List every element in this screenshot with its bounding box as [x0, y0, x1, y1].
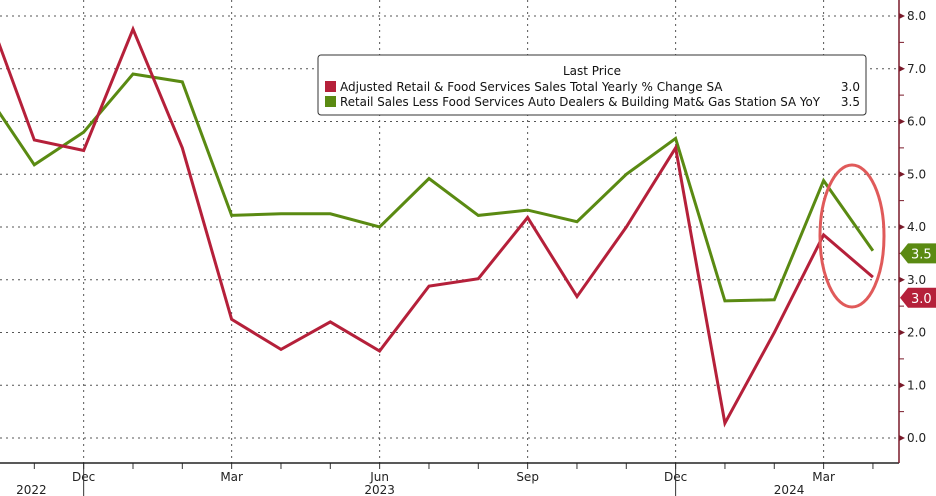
ytick-label: 5.0	[907, 167, 926, 181]
xtick-label: Mar	[220, 470, 243, 484]
ytick-label: 3.0	[907, 273, 926, 287]
ytick-label: 7.0	[907, 62, 926, 76]
ytick-marker	[899, 329, 905, 336]
ytick-marker	[899, 435, 905, 441]
year-label: 2023	[364, 483, 395, 496]
ytick-marker	[899, 118, 905, 125]
xtick-label: Sep	[516, 470, 539, 484]
legend-swatch-green	[325, 96, 336, 107]
ytick-marker	[899, 276, 905, 283]
ytick-label: 8.0	[907, 9, 926, 23]
ytick-marker	[899, 382, 905, 389]
ytick-label: 6.0	[907, 115, 926, 129]
ytick-marker	[899, 65, 905, 72]
legend-label-0: Adjusted Retail & Food Services Sales To…	[340, 80, 723, 94]
last-value-tag-1	[900, 243, 936, 264]
legend: Last Price Adjusted Retail & Food Servic…	[317, 54, 867, 116]
year-label: 2024	[774, 483, 805, 496]
xtick-label: Mar	[812, 470, 835, 484]
ytick-label: 4.0	[907, 220, 926, 234]
grid	[0, 0, 899, 463]
ytick-marker	[899, 13, 905, 19]
legend-box	[317, 54, 867, 116]
ytick-marker	[899, 224, 905, 230]
last-value-text-1: 3.5	[911, 247, 932, 262]
last-value-tag-0	[900, 287, 936, 308]
xtick-label: Jun	[369, 470, 389, 484]
ytick-label: 0.0	[907, 431, 926, 445]
last-value-text-0: 3.0	[911, 292, 932, 307]
ytick-marker	[899, 171, 905, 178]
legend-value-0: 3.0	[841, 80, 860, 94]
highlight-circle	[818, 163, 886, 309]
legend-value-1: 3.5	[841, 95, 860, 109]
ytick-label: 2.0	[907, 326, 926, 340]
last-value-labels: 3.5 3.0	[900, 243, 936, 308]
legend-swatch-red	[325, 81, 336, 92]
year-label: 2022	[16, 483, 47, 496]
series-lines	[0, 25, 875, 428]
legend-label-1: Retail Sales Less Food Services Auto Dea…	[340, 95, 821, 109]
ytick-label: 1.0	[907, 378, 926, 392]
legend-title: Last Price	[563, 64, 621, 78]
